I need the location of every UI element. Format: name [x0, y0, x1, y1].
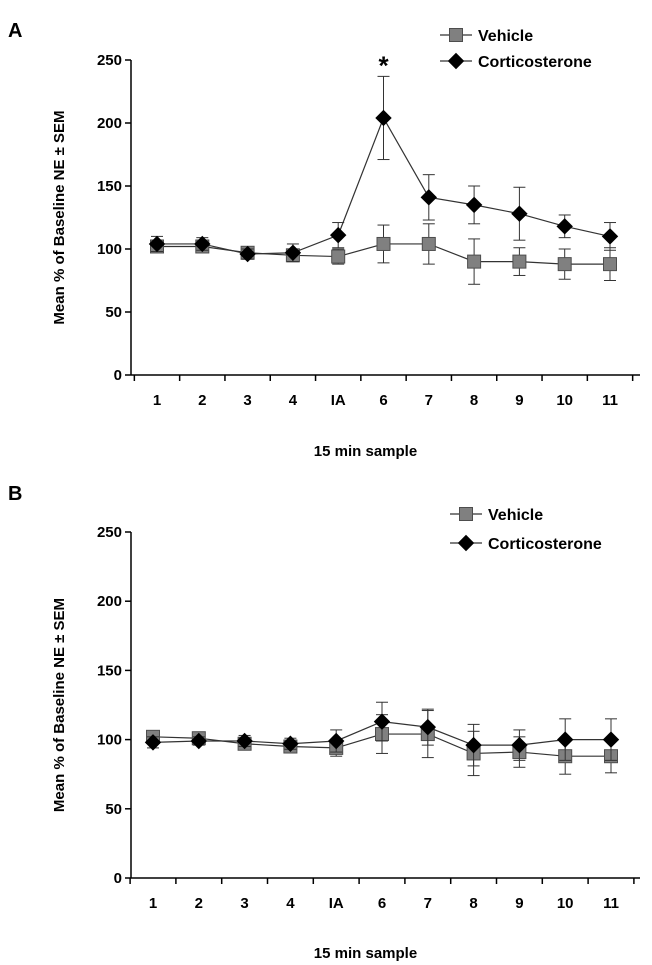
x-tick-label: 1	[153, 392, 161, 409]
data-point	[511, 205, 528, 222]
legend-marker	[449, 28, 463, 42]
y-axis-title: Mean % of Baseline NE ± SEM	[51, 110, 68, 324]
panel-letter: A	[8, 20, 22, 42]
data-point	[236, 732, 253, 750]
y-tick-label: 200	[97, 593, 122, 610]
legend-marker	[447, 52, 465, 70]
chart-panel-a: A 0 50 100 150 200 250 1 2 3 4 IA 6 7 8 9 10 11 Mean % of …	[8, 20, 640, 460]
data-point	[190, 732, 208, 750]
data-point	[467, 254, 482, 269]
legend-marker	[459, 507, 473, 521]
data-point	[556, 731, 574, 748]
series-corticosterone	[144, 701, 620, 767]
data-point	[282, 735, 299, 752]
legend: Vehicle Corticosterone	[440, 28, 592, 71]
data-point	[284, 244, 302, 261]
y-tick-label: 250	[97, 524, 122, 541]
x-tick-label: 9	[515, 392, 523, 409]
data-point	[327, 732, 345, 750]
data-point	[148, 235, 166, 253]
data-point	[557, 257, 572, 272]
series-corticosterone	[148, 75, 619, 263]
x-tick-label: 6	[378, 895, 386, 912]
data-point	[144, 734, 162, 751]
x-tick-label: 11	[603, 895, 619, 912]
legend-label: Corticosterone	[488, 536, 602, 553]
x-tick-label: 3	[243, 392, 251, 409]
x-tick-label: 8	[469, 895, 477, 912]
x-tick-label: 10	[557, 895, 574, 912]
data-point	[602, 731, 620, 748]
series-vehicle	[150, 223, 617, 285]
y-tick-label: 50	[105, 304, 122, 321]
y-tick-label: 50	[105, 801, 122, 818]
y-tick-label: 150	[97, 178, 122, 195]
x-tick-label: 3	[240, 895, 248, 912]
x-tick-label: 10	[556, 392, 573, 409]
x-tick-label: 9	[515, 895, 523, 912]
significance-asterisk: *	[378, 50, 389, 80]
y-tick-label: 0	[114, 870, 122, 887]
x-tick-label: 7	[424, 895, 432, 912]
x-tick-label: 7	[425, 392, 433, 409]
legend: Vehicle Corticosterone	[450, 507, 602, 553]
data-point	[194, 235, 211, 253]
y-tick-label: 200	[97, 115, 122, 132]
data-point	[601, 228, 619, 245]
chart-panel-b: B 0 50 100 150 200 250 1 2 3 4 IA 6 7 8 9 10 11 Mean % of …	[8, 483, 640, 962]
data-point	[239, 245, 256, 263]
data-point	[465, 736, 482, 754]
data-point	[556, 218, 573, 235]
data-point	[421, 236, 436, 251]
y-tick-label: 100	[97, 241, 122, 258]
y-tick-label: 0	[114, 367, 122, 384]
x-tick-label: 6	[379, 392, 387, 409]
x-tick-label: 4	[286, 895, 295, 912]
data-point	[376, 236, 391, 251]
panel-letter: B	[8, 483, 22, 505]
y-tick-label: 150	[97, 662, 122, 679]
x-tick-label: IA	[329, 895, 344, 912]
data-point	[603, 257, 617, 272]
legend-label: Vehicle	[488, 507, 543, 524]
legend-label: Vehicle	[478, 28, 533, 45]
data-point	[419, 718, 437, 736]
x-tick-label: 2	[198, 392, 206, 409]
x-axis-title: 15 min sample	[314, 443, 417, 460]
data-point	[329, 226, 347, 244]
x-tick-label: IA	[331, 392, 346, 409]
y-tick-label: 250	[97, 52, 122, 69]
legend-marker	[457, 534, 475, 552]
data-point	[373, 713, 391, 730]
data-point	[511, 736, 528, 754]
y-tick-label: 100	[97, 732, 122, 749]
legend-label: Corticosterone	[478, 54, 592, 71]
data-point	[331, 249, 346, 264]
x-tick-label: 1	[149, 895, 157, 912]
x-tick-label: 2	[195, 895, 203, 912]
data-point	[512, 254, 527, 269]
y-axis-title: Mean % of Baseline NE ± SEM	[51, 598, 68, 812]
x-tick-label: 4	[289, 392, 298, 409]
x-tick-label: 11	[602, 392, 618, 409]
x-axis-title: 15 min sample	[314, 945, 417, 962]
data-point	[420, 189, 438, 206]
x-tick-label: 8	[470, 392, 478, 409]
data-point	[465, 196, 483, 214]
data-point	[375, 109, 392, 127]
